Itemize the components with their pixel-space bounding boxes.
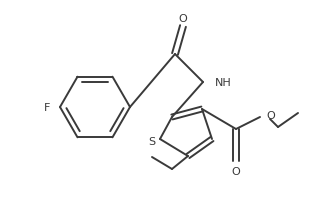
Text: NH: NH <box>215 78 232 88</box>
Text: S: S <box>149 136 155 146</box>
Text: O: O <box>266 110 275 120</box>
Text: F: F <box>44 102 50 112</box>
Text: O: O <box>179 14 187 24</box>
Text: O: O <box>232 166 240 176</box>
